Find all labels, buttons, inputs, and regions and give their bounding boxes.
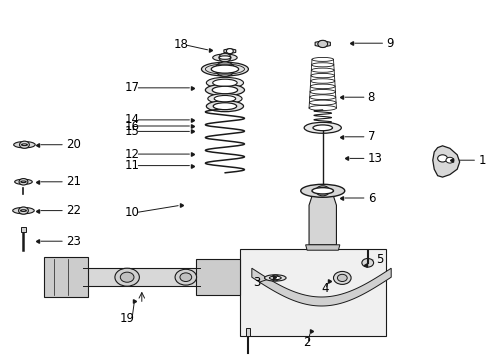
Text: 23: 23 bbox=[66, 235, 81, 248]
Ellipse shape bbox=[300, 184, 344, 197]
Ellipse shape bbox=[206, 101, 243, 112]
Ellipse shape bbox=[205, 84, 244, 96]
Text: 5: 5 bbox=[376, 253, 383, 266]
Polygon shape bbox=[20, 227, 26, 232]
Text: 17: 17 bbox=[124, 81, 139, 94]
Circle shape bbox=[219, 53, 230, 62]
Polygon shape bbox=[44, 257, 88, 297]
Ellipse shape bbox=[212, 54, 237, 61]
Circle shape bbox=[361, 258, 373, 267]
Text: 13: 13 bbox=[367, 152, 382, 165]
Ellipse shape bbox=[212, 86, 237, 94]
Ellipse shape bbox=[21, 144, 27, 145]
Circle shape bbox=[215, 62, 234, 76]
Polygon shape bbox=[314, 41, 330, 47]
Polygon shape bbox=[245, 328, 249, 336]
Text: 6: 6 bbox=[367, 192, 374, 204]
Circle shape bbox=[20, 141, 29, 148]
Polygon shape bbox=[83, 268, 200, 286]
Polygon shape bbox=[432, 146, 459, 177]
Ellipse shape bbox=[14, 141, 35, 148]
Circle shape bbox=[115, 268, 139, 286]
Text: 4: 4 bbox=[321, 282, 328, 294]
Ellipse shape bbox=[13, 207, 34, 214]
Text: 21: 21 bbox=[66, 175, 81, 188]
Ellipse shape bbox=[20, 210, 26, 211]
Circle shape bbox=[318, 41, 326, 47]
Polygon shape bbox=[305, 245, 339, 250]
Ellipse shape bbox=[311, 188, 333, 194]
Ellipse shape bbox=[207, 94, 242, 104]
Text: 1: 1 bbox=[477, 154, 485, 167]
Polygon shape bbox=[224, 49, 235, 54]
FancyBboxPatch shape bbox=[239, 249, 386, 336]
Ellipse shape bbox=[264, 275, 285, 281]
Ellipse shape bbox=[211, 65, 238, 73]
Ellipse shape bbox=[201, 62, 248, 76]
Circle shape bbox=[317, 40, 327, 48]
Text: 11: 11 bbox=[124, 159, 139, 172]
Circle shape bbox=[226, 49, 233, 54]
Ellipse shape bbox=[219, 56, 230, 59]
Circle shape bbox=[337, 274, 346, 282]
Circle shape bbox=[180, 273, 191, 282]
Text: 10: 10 bbox=[124, 206, 139, 219]
Text: 14: 14 bbox=[124, 113, 139, 126]
Circle shape bbox=[175, 269, 196, 285]
Ellipse shape bbox=[15, 179, 32, 184]
Text: 3: 3 bbox=[253, 276, 260, 289]
Circle shape bbox=[437, 155, 447, 162]
Ellipse shape bbox=[212, 79, 237, 86]
Text: 20: 20 bbox=[66, 138, 81, 151]
Polygon shape bbox=[251, 268, 390, 306]
Text: 22: 22 bbox=[66, 204, 81, 217]
Polygon shape bbox=[195, 259, 239, 295]
Text: 16: 16 bbox=[124, 120, 139, 132]
Text: 7: 7 bbox=[367, 130, 374, 143]
Circle shape bbox=[315, 186, 329, 196]
Circle shape bbox=[333, 271, 350, 284]
Ellipse shape bbox=[312, 125, 332, 131]
Circle shape bbox=[19, 179, 28, 185]
Text: 2: 2 bbox=[303, 336, 310, 348]
Circle shape bbox=[271, 275, 279, 281]
Circle shape bbox=[19, 207, 28, 214]
Text: 19: 19 bbox=[119, 312, 134, 325]
Ellipse shape bbox=[213, 103, 236, 110]
Ellipse shape bbox=[21, 181, 26, 183]
Ellipse shape bbox=[269, 276, 281, 280]
Ellipse shape bbox=[304, 122, 341, 133]
Text: 8: 8 bbox=[367, 91, 374, 104]
Text: 15: 15 bbox=[124, 125, 139, 138]
Circle shape bbox=[120, 272, 134, 282]
Text: 18: 18 bbox=[173, 39, 188, 51]
Ellipse shape bbox=[214, 95, 235, 102]
Ellipse shape bbox=[206, 77, 243, 88]
Circle shape bbox=[445, 157, 453, 163]
Polygon shape bbox=[308, 191, 336, 245]
Text: 9: 9 bbox=[386, 37, 393, 50]
Text: 12: 12 bbox=[124, 148, 139, 161]
